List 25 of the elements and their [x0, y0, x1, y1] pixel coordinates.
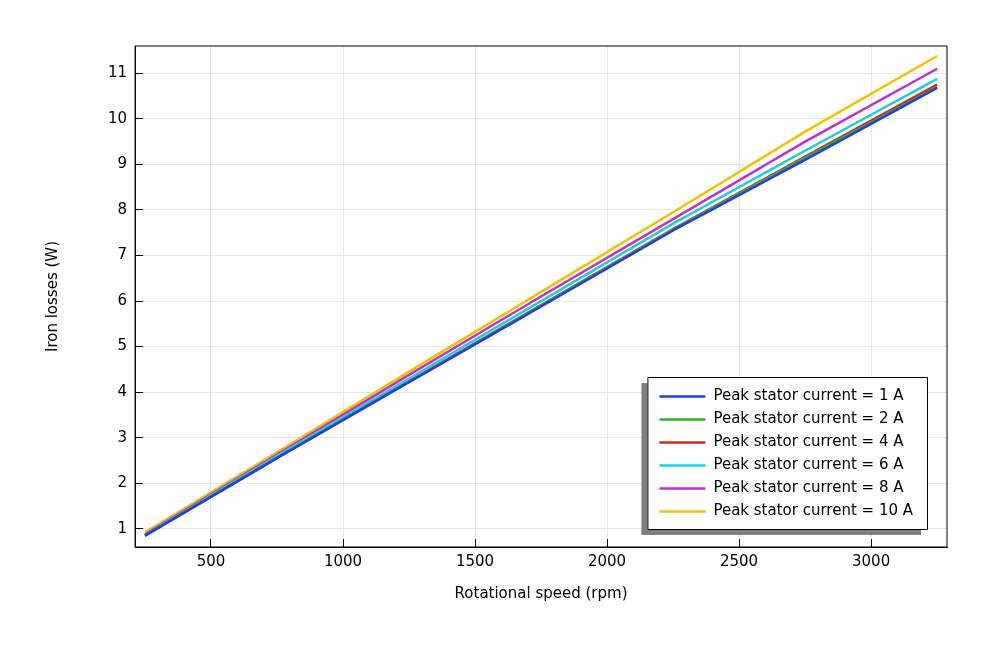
y-tick-label: 11: [107, 63, 128, 82]
y-tick-label: 10: [107, 108, 128, 127]
y-tick-label: 2: [117, 473, 128, 492]
legend-label: Peak stator current = 8 A: [713, 478, 905, 497]
y-tick-label: 7: [117, 245, 128, 264]
legend-label: Peak stator current = 4 A: [713, 432, 905, 451]
x-tick-label: 1000: [323, 551, 363, 570]
x-tick-label: 2500: [719, 551, 759, 570]
x-tick-label: 500: [196, 551, 226, 570]
legend-label: Peak stator current = 10 A: [713, 501, 914, 520]
y-tick-label: 4: [117, 382, 128, 401]
y-axis-title: Iron losses (W): [42, 240, 61, 353]
legend-label: Peak stator current = 6 A: [713, 455, 905, 474]
x-axis-title: Rotational speed (rpm): [454, 583, 628, 602]
legend-label: Peak stator current = 2 A: [713, 409, 905, 428]
y-tick-label: 8: [117, 199, 128, 218]
y-tick-label: 9: [117, 154, 128, 173]
x-tick-label: 1500: [455, 551, 495, 570]
x-tick-label: 3000: [852, 551, 891, 570]
y-tick-label: 3: [117, 427, 128, 446]
legend-label: Peak stator current = 1 A: [713, 386, 905, 405]
x-tick-label: 2000: [587, 551, 627, 570]
y-tick-label: 1: [117, 518, 128, 537]
y-tick-label: 6: [117, 290, 128, 309]
y-tick-label: 5: [117, 336, 128, 355]
